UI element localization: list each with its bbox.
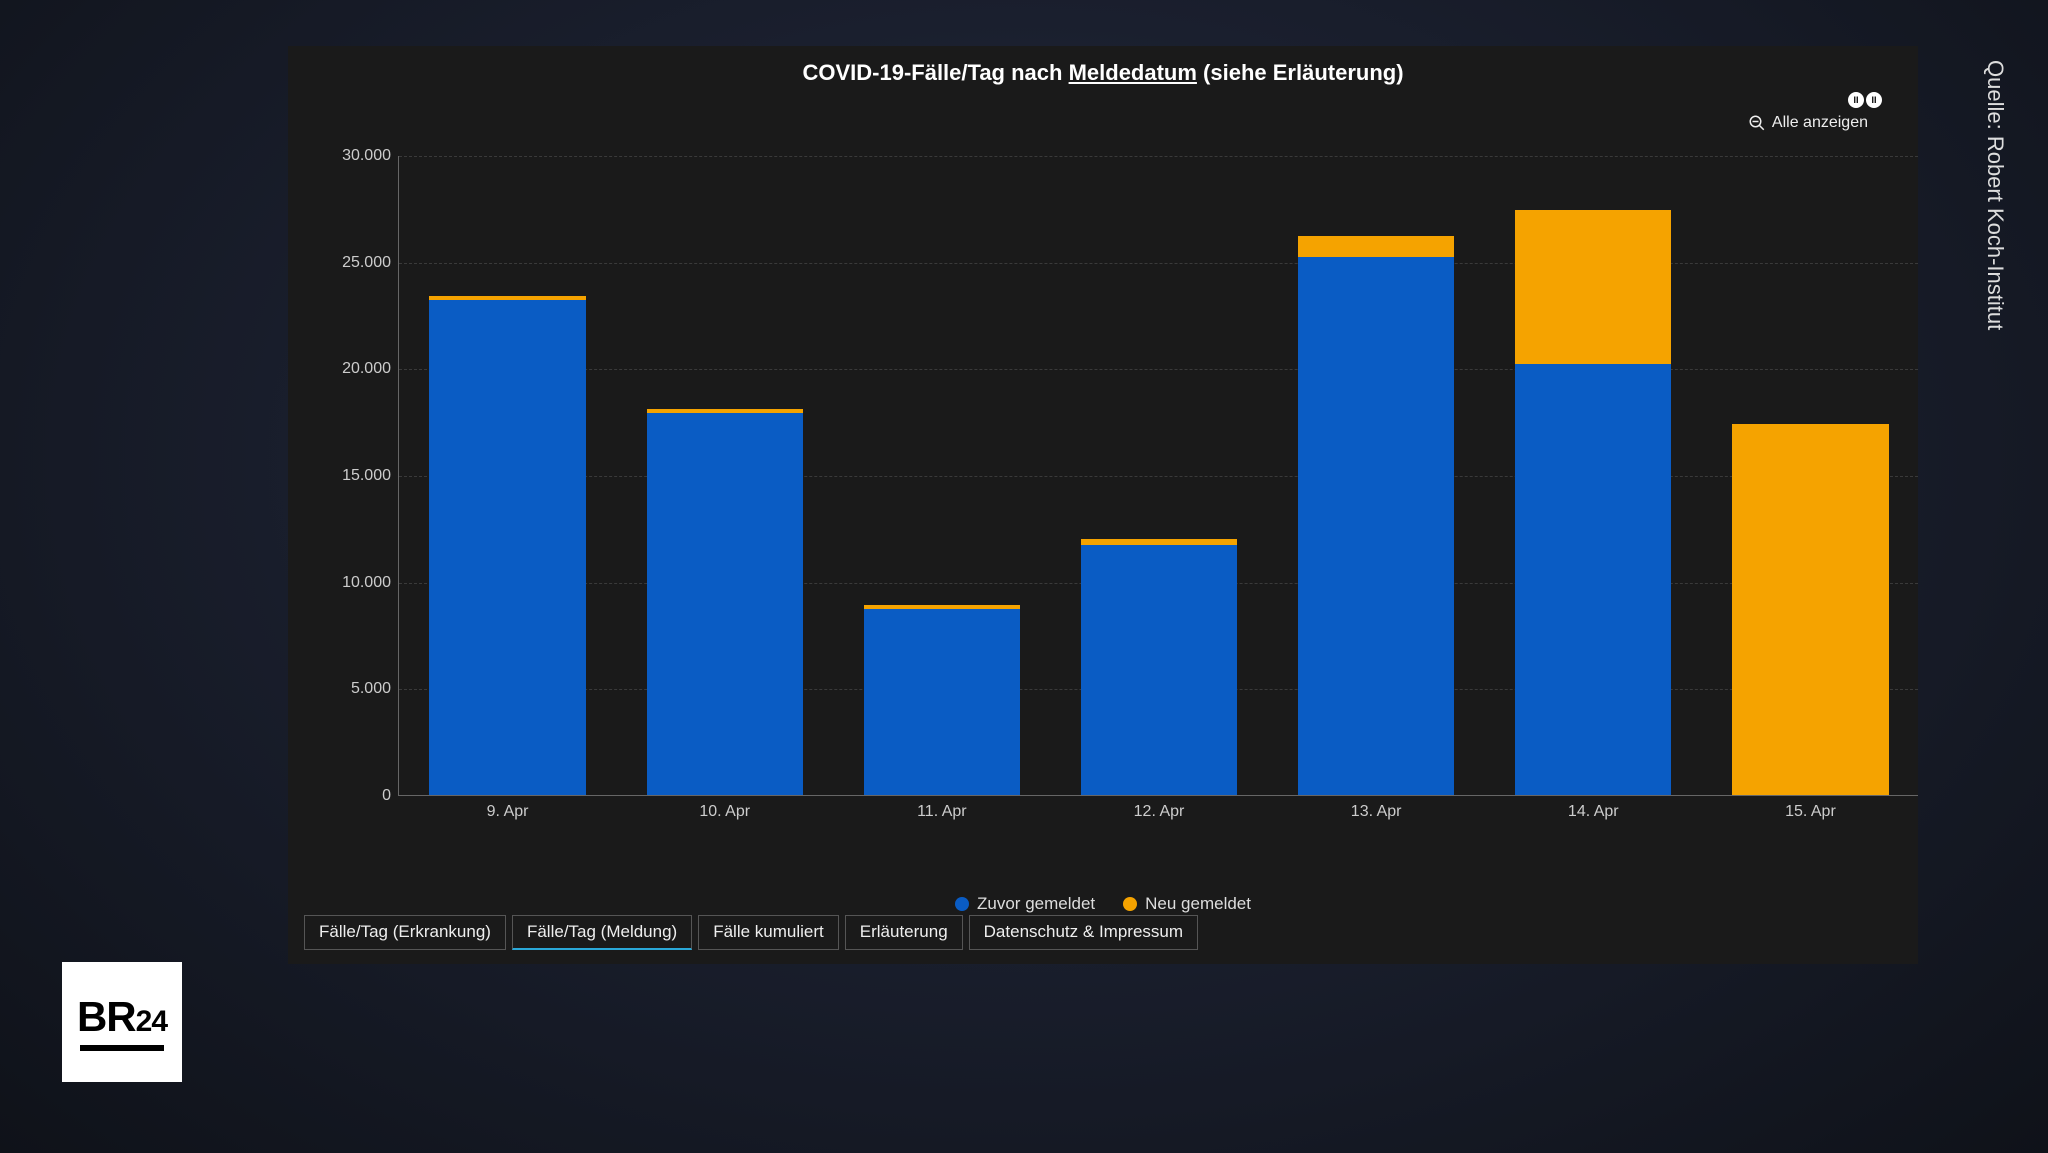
tab-bar: Fälle/Tag (Erkrankung)Fälle/Tag (Meldung… [304,915,1198,950]
legend-swatch [955,897,969,911]
y-tick-label: 25.000 [342,254,399,272]
y-tick-label: 5.000 [351,680,399,698]
title-prefix: COVID-19-Fälle/Tag nach [802,60,1068,85]
bar-segment [1081,539,1237,545]
chart-area: II II Alle anzeigen 05.00010.00015.00020… [318,96,1888,916]
bar[interactable] [1081,539,1237,795]
tab[interactable]: Fälle kumuliert [698,915,839,950]
legend-swatch [1123,897,1137,911]
plot-area: 05.00010.00015.00020.00025.00030.0009. A… [398,156,1918,796]
show-all-label: Alle anzeigen [1772,114,1868,132]
legend-label: Zuvor gemeldet [977,894,1095,914]
bar-segment [864,609,1020,795]
zoom-out-icon [1748,114,1766,132]
x-tick-label: 11. Apr [917,795,967,821]
bar[interactable] [1298,236,1454,795]
title-suffix: (siehe Erläuterung) [1197,60,1404,85]
bar[interactable] [1515,210,1671,795]
y-tick-label: 20.000 [342,360,399,378]
title-underlined[interactable]: Meldedatum [1069,60,1197,85]
gridline [399,156,1918,157]
tab[interactable]: Datenschutz & Impressum [969,915,1198,950]
bar-segment [1732,424,1888,795]
logo-text: BR24 [77,993,167,1041]
legend-item[interactable]: Zuvor gemeldet [955,894,1095,914]
gridline [399,263,1918,264]
pause-controls[interactable]: II II [1848,92,1882,108]
legend: Zuvor gemeldet Neu gemeldet [318,894,1888,914]
bar-segment [429,300,585,795]
bar-segment [1298,236,1454,257]
pause-icon[interactable]: II [1848,92,1864,108]
x-tick-label: 10. Apr [699,795,750,821]
bar-segment [864,605,1020,609]
chart-panel: COVID-19-Fälle/Tag nach Meldedatum (sieh… [288,46,1918,964]
bar[interactable] [647,409,803,795]
legend-label: Neu gemeldet [1145,894,1251,914]
show-all-button[interactable]: Alle anzeigen [1748,114,1868,132]
x-tick-label: 9. Apr [487,795,529,821]
bar-segment [1298,257,1454,795]
br24-logo: BR24 [62,962,182,1082]
bar-segment [647,413,803,795]
bar-segment [1081,545,1237,795]
y-tick-label: 10.000 [342,574,399,592]
logo-underline [80,1045,164,1051]
x-tick-label: 12. Apr [1134,795,1185,821]
chart-title: COVID-19-Fälle/Tag nach Meldedatum (sieh… [288,46,1918,96]
bar[interactable] [1732,424,1888,795]
bar[interactable] [864,605,1020,795]
bar-segment [647,409,803,413]
bar-segment [1515,210,1671,364]
tab[interactable]: Fälle/Tag (Erkrankung) [304,915,506,950]
pause-icon[interactable]: II [1866,92,1882,108]
bar-segment [429,296,585,300]
source-attribution: Quelle: Robert Koch-Institut [1982,60,2008,330]
x-tick-label: 13. Apr [1351,795,1402,821]
bar[interactable] [429,296,585,795]
y-tick-label: 30.000 [342,147,399,165]
y-tick-label: 15.000 [342,467,399,485]
legend-item[interactable]: Neu gemeldet [1123,894,1251,914]
bar-segment [1515,364,1671,795]
gridline [399,369,1918,370]
x-tick-label: 14. Apr [1568,795,1619,821]
tab[interactable]: Fälle/Tag (Meldung) [512,915,692,950]
tab[interactable]: Erläuterung [845,915,963,950]
gridline [399,476,1918,477]
y-tick-label: 0 [382,787,399,805]
x-tick-label: 15. Apr [1785,795,1836,821]
